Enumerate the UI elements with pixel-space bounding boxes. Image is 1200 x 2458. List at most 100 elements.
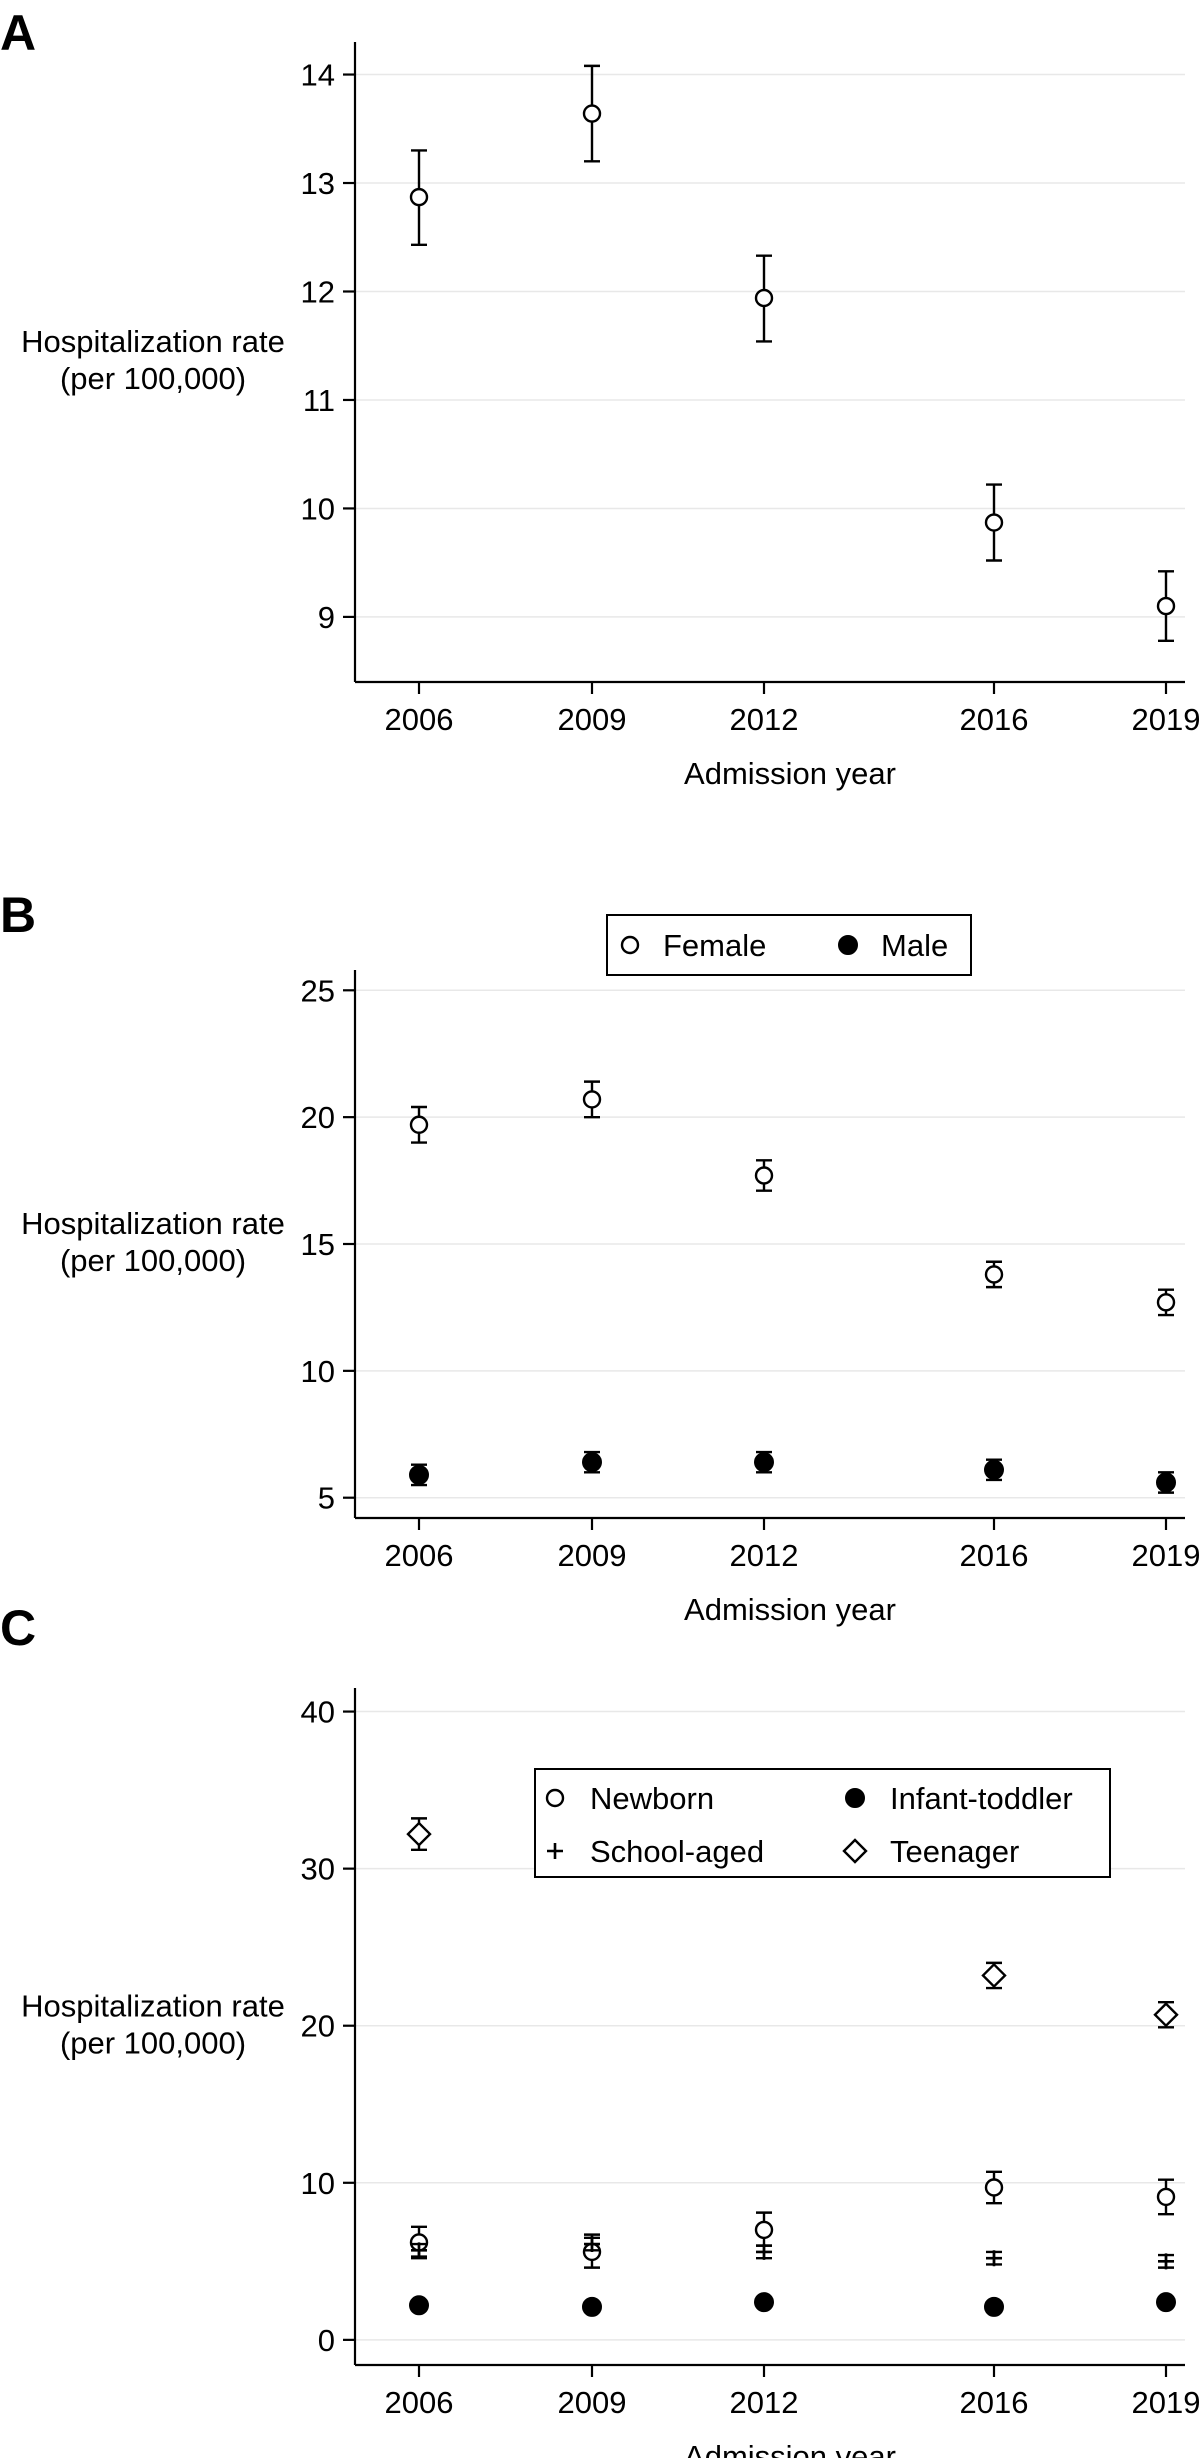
x-axis-title: Admission year — [684, 2439, 896, 2458]
y-axis-title: Hospitalization rate — [21, 1989, 285, 2024]
y-tick-label: 15 — [301, 1227, 335, 1262]
data-point — [756, 2243, 772, 2260]
panel-letter: A — [0, 5, 36, 61]
y-tick-label: 20 — [301, 2009, 335, 2044]
x-tick-label: 2012 — [730, 2385, 799, 2420]
x-axis-title: Admission year — [684, 1592, 896, 1627]
data-point — [582, 2296, 602, 2317]
legend-marker — [547, 1843, 563, 1859]
series-rate — [409, 64, 1176, 642]
y-tick-label: 30 — [301, 1852, 335, 1887]
data-point — [984, 2178, 1004, 2197]
data-point — [984, 1459, 1004, 1480]
y-tick-label: 12 — [301, 274, 335, 309]
data-point — [411, 2242, 427, 2259]
data-point — [1156, 596, 1176, 616]
data-point — [984, 2296, 1004, 2317]
series-infant-toddler — [409, 2292, 1176, 2317]
data-point — [984, 1265, 1004, 1284]
x-tick-label: 2006 — [385, 1538, 454, 1573]
x-tick-label: 2009 — [558, 1538, 627, 1573]
data-point — [754, 1452, 774, 1473]
data-point — [1153, 2002, 1179, 2028]
y-tick-label: 14 — [301, 58, 335, 93]
x-tick-label: 2009 — [558, 2385, 627, 2420]
x-tick-label: 2012 — [730, 702, 799, 737]
legend-box — [606, 914, 972, 976]
x-axis-title: Admission year — [684, 756, 896, 791]
data-point — [409, 187, 429, 207]
data-point — [754, 1166, 774, 1185]
legend-label: Male — [881, 928, 948, 963]
y-tick-label: 10 — [301, 491, 335, 526]
y-tick-label: 20 — [301, 1100, 335, 1135]
legend: Newborn Infant-toddler School-aged Teenager — [534, 1768, 1111, 1878]
y-tick-label: 13 — [301, 166, 335, 201]
legend-marker — [838, 935, 858, 955]
data-point — [754, 288, 774, 308]
y-axis-title: (per 100,000) — [60, 2026, 246, 2061]
y-tick-label: 0 — [318, 2323, 335, 2358]
data-point — [1156, 1293, 1176, 1312]
data-point — [1158, 2253, 1174, 2270]
legend-marker — [842, 1838, 868, 1864]
y-tick-label: 10 — [301, 1354, 335, 1389]
legend-label: Infant-toddler — [890, 1781, 1073, 1816]
x-tick-label: 2019 — [1132, 2385, 1200, 2420]
legend-marker — [545, 1788, 565, 1808]
y-tick-label: 10 — [301, 2166, 335, 2201]
data-point — [406, 1821, 432, 1847]
x-tick-label: 2016 — [960, 702, 1029, 737]
x-tick-label: 2016 — [960, 1538, 1029, 1573]
x-tick-label: 2019 — [1132, 702, 1200, 737]
series-female — [409, 1080, 1176, 1317]
y-tick-label: 5 — [318, 1481, 335, 1516]
chart-panel-a: A 9 10 11 12 13 14 2006 2009 2012 2016 2019 Admissio… — [0, 5, 1200, 791]
x-tick-label: 2006 — [385, 2385, 454, 2420]
data-point — [584, 2236, 600, 2253]
legend-label: School-aged — [590, 1834, 764, 1869]
panel-letter: B — [0, 887, 36, 943]
panel-letter: C — [0, 1600, 36, 1656]
legend-label: Female — [663, 928, 766, 963]
data-point — [986, 2250, 1002, 2267]
x-tick-label: 2012 — [730, 1538, 799, 1573]
y-tick-label: 11 — [303, 383, 335, 418]
data-point — [1156, 1472, 1176, 1493]
y-tick-label: 40 — [301, 1695, 335, 1730]
y-axis-title: (per 100,000) — [60, 1243, 246, 1278]
data-point — [984, 513, 1004, 532]
series-male — [409, 1450, 1176, 1494]
x-tick-label: 2009 — [558, 702, 627, 737]
legend-label: Teenager — [890, 1834, 1019, 1869]
data-point — [409, 1115, 429, 1134]
y-axis-title: Hospitalization rate — [21, 324, 285, 359]
legend: Female Male — [606, 914, 972, 976]
legend-marker — [845, 1788, 865, 1808]
chart-panel-b: B 5 10 15 20 25 2006 2009 2012 2016 2019 Admission … — [0, 887, 1200, 1627]
data-point — [754, 2292, 774, 2313]
data-point — [582, 1090, 602, 1109]
data-point — [582, 104, 602, 123]
series-newborn — [409, 2170, 1176, 2269]
data-point — [409, 2295, 429, 2316]
data-point — [754, 2220, 774, 2240]
x-tick-label: 2019 — [1132, 1538, 1200, 1573]
series-school-aged — [411, 2236, 1174, 2270]
data-point — [1156, 2292, 1176, 2313]
data-point — [981, 1962, 1007, 1989]
y-tick-label: 9 — [318, 600, 335, 635]
x-tick-label: 2016 — [960, 2385, 1029, 2420]
data-point — [1156, 2187, 1176, 2207]
legend-marker — [620, 935, 640, 955]
chart-panel-c: C 0 10 20 30 40 2006 2009 2012 2016 2019 Admission … — [0, 1600, 1200, 2458]
x-tick-label: 2006 — [385, 702, 454, 737]
y-axis-title: (per 100,000) — [60, 361, 246, 396]
y-tick-label: 25 — [301, 973, 335, 1008]
data-point — [582, 1452, 602, 1473]
legend-label: Newborn — [590, 1781, 714, 1816]
data-point — [409, 1464, 429, 1485]
y-axis-title: Hospitalization rate — [21, 1206, 285, 1241]
legend-box — [534, 1768, 1111, 1878]
